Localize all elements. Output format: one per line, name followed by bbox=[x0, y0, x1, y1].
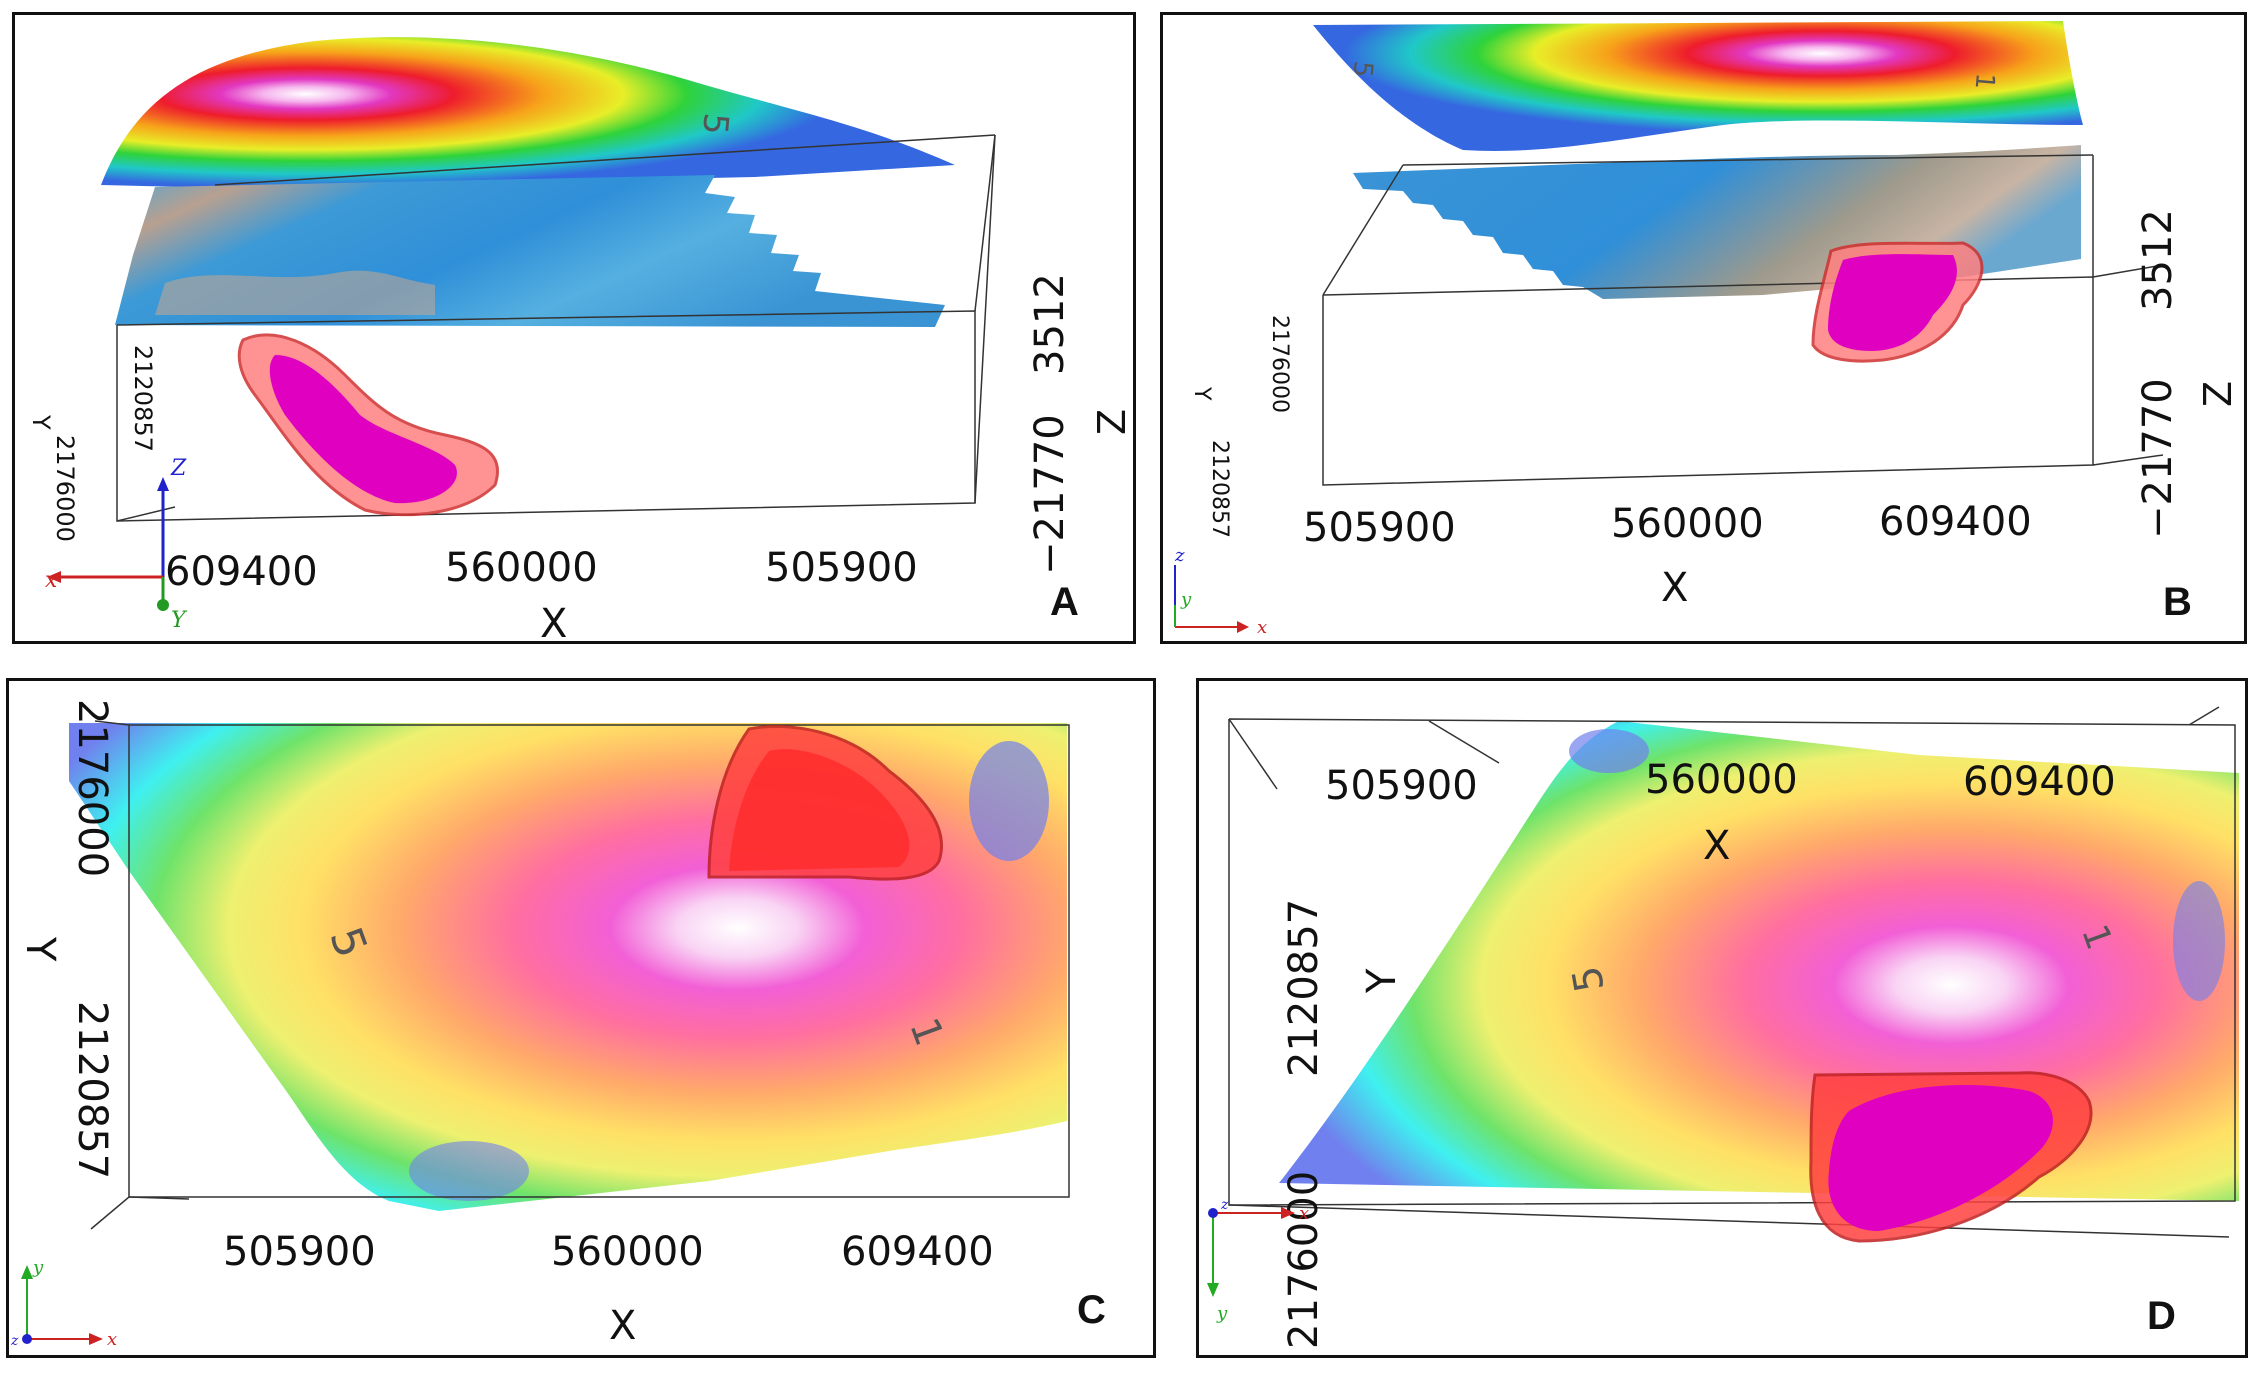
panel-d: 5 1 2120857 2176000 Y 505900 560000 6094… bbox=[1196, 678, 2248, 1358]
triad-y: y bbox=[1180, 589, 1192, 610]
y-axis-label: Y bbox=[1189, 386, 1214, 401]
triad-x: x bbox=[45, 568, 58, 593]
x-axis-label: X bbox=[609, 1303, 636, 1349]
panel-c-scene: 5 1 2176000 2120857 Y 505900 560000 6094… bbox=[10, 699, 1106, 1350]
panel-a: 5 2120857 2176000 Y 3512 −21770 Z 609400… bbox=[12, 12, 1136, 644]
panel-b-scene: 5 1 2176000 2120857 Y 3512 −21770 Z 5059… bbox=[1174, 21, 2240, 638]
anomaly-surface bbox=[1313, 21, 2083, 151]
z-tick: 3512 bbox=[1027, 273, 1073, 375]
contour-label: 5 bbox=[1347, 60, 1378, 79]
z-axis-label: Z bbox=[2196, 381, 2240, 407]
x-tick: 560000 bbox=[1611, 501, 1764, 547]
y-tick: 2120857 bbox=[129, 345, 157, 452]
z-axis-label: Z bbox=[1090, 409, 1134, 435]
panel-a-scene: 5 2120857 2176000 Y 3512 −21770 Z 609400… bbox=[27, 37, 1134, 644]
anomaly-surface bbox=[101, 37, 955, 187]
x-tick: 560000 bbox=[445, 545, 598, 591]
triad-y: y bbox=[1216, 1303, 1228, 1324]
y-tick: 2176000 bbox=[51, 435, 79, 542]
y-tick: 2176000 bbox=[1281, 1171, 1327, 1349]
orientation-triad: y x z bbox=[10, 1257, 117, 1350]
y-axis-label: Y bbox=[1359, 968, 1405, 994]
x-tick: 609400 bbox=[1879, 499, 2032, 545]
y-tick: 2120857 bbox=[1281, 899, 1327, 1077]
topography-highland bbox=[155, 270, 435, 315]
x-axis-label: X bbox=[1703, 823, 1730, 869]
low-anomaly bbox=[1569, 729, 1649, 773]
panel-letter: D bbox=[2147, 1294, 2176, 1338]
panel-letter: C bbox=[1077, 1288, 1106, 1332]
y-tick: 2176000 bbox=[69, 699, 115, 877]
triad-y: y bbox=[32, 1257, 44, 1278]
x-tick: 609400 bbox=[165, 549, 318, 595]
ore-body bbox=[269, 355, 457, 504]
x-tick: 560000 bbox=[1645, 757, 1798, 803]
low-anomaly bbox=[2173, 881, 2225, 1001]
triad-z: z bbox=[1220, 1197, 1229, 1213]
ore-body bbox=[1828, 1085, 2053, 1231]
x-tick: 609400 bbox=[1963, 759, 2116, 805]
x-tick: 505900 bbox=[765, 545, 918, 591]
triad-z: z bbox=[10, 1333, 19, 1349]
orientation-triad: Z x Y bbox=[45, 456, 188, 633]
z-tick: −21770 bbox=[1027, 414, 1073, 575]
bounding-box bbox=[116, 134, 996, 522]
low-anomaly bbox=[409, 1141, 529, 1201]
low-anomaly bbox=[969, 741, 1049, 861]
panel-c: 5 1 2176000 2120857 Y 505900 560000 6094… bbox=[6, 678, 1156, 1358]
x-axis-label: X bbox=[1661, 565, 1688, 611]
panel-letter: A bbox=[1050, 580, 1079, 624]
y-tick: 2120857 bbox=[69, 1001, 115, 1179]
triad-x: x bbox=[1299, 1203, 1309, 1224]
z-tick: −21770 bbox=[2135, 378, 2181, 539]
orientation-triad: y x z bbox=[1207, 1197, 1309, 1324]
ore-body bbox=[729, 749, 910, 871]
triad-x: x bbox=[107, 1329, 117, 1350]
x-axis-label: X bbox=[540, 601, 567, 644]
x-tick: 505900 bbox=[1325, 763, 1478, 809]
z-tick: 3512 bbox=[2135, 209, 2181, 311]
panel-letter: B bbox=[2163, 580, 2192, 624]
y-axis-label: Y bbox=[17, 936, 63, 962]
triad-y: Y bbox=[171, 608, 188, 633]
triad-z: z bbox=[1174, 545, 1185, 566]
ore-body bbox=[1828, 254, 1957, 351]
bounding-box bbox=[1228, 706, 2236, 1238]
triad-x: x bbox=[1257, 617, 1267, 638]
x-tick: 560000 bbox=[551, 1229, 704, 1275]
panel-d-scene: 5 1 2120857 2176000 Y 505900 560000 6094… bbox=[1207, 706, 2239, 1349]
orientation-triad: z x y bbox=[1174, 545, 1267, 638]
x-tick: 505900 bbox=[223, 1229, 376, 1275]
y-axis-label: Y bbox=[27, 414, 55, 430]
bounding-box bbox=[90, 720, 1070, 1230]
contour-label: 5 bbox=[694, 111, 736, 136]
y-tick: 2120857 bbox=[1207, 440, 1232, 538]
y-tick: 2176000 bbox=[1267, 315, 1292, 413]
x-tick: 505900 bbox=[1303, 505, 1456, 551]
panel-b: 5 1 2176000 2120857 Y 3512 −21770 Z 5059… bbox=[1160, 12, 2247, 644]
x-tick: 609400 bbox=[841, 1229, 994, 1275]
contour-label: 1 bbox=[1969, 72, 2000, 91]
triad-z: Z bbox=[170, 456, 187, 481]
